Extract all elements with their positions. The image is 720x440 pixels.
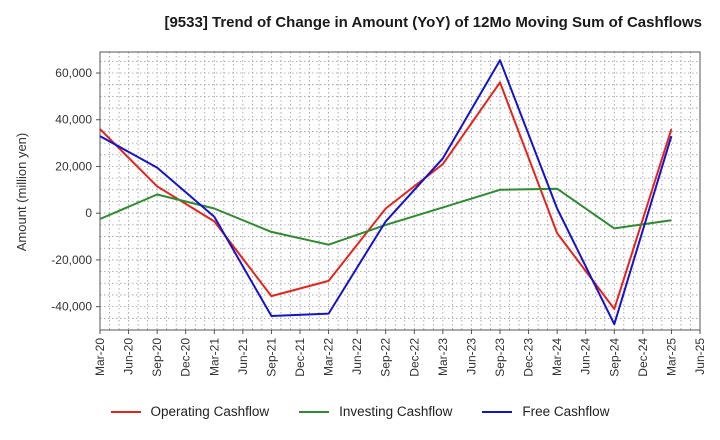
y-tick-label: -20,000 [51, 253, 92, 267]
x-tick-label: Jun-22 [350, 338, 364, 375]
x-tick-label: Sep-20 [150, 338, 164, 377]
x-tick-label: Dec-24 [636, 338, 650, 377]
x-tick-label: Mar-25 [664, 338, 678, 376]
series-line-operating-cashflow [99, 81, 673, 310]
legend: Operating Cashflow Investing Cashflow Fr… [0, 404, 720, 419]
plot-frame [99, 51, 701, 331]
x-tick-label: Jun-23 [464, 338, 478, 375]
x-tick-label: Mar-20 [93, 338, 107, 376]
x-tick-label: Mar-24 [550, 338, 564, 376]
legend-swatch-operating [110, 410, 141, 413]
x-tick-label: Jun-25 [693, 338, 707, 375]
legend-label-investing: Investing Cashflow [339, 404, 453, 419]
x-tick-label: Sep-22 [379, 338, 393, 377]
x-tick-label: Dec-22 [407, 338, 421, 377]
legend-swatch-free [482, 410, 513, 413]
plot-area [100, 52, 700, 330]
chart-title: [9533] Trend of Change in Amount (YoY) o… [164, 14, 702, 31]
x-tick-label: Mar-23 [436, 338, 450, 376]
legend-item-operating: Operating Cashflow [110, 404, 270, 419]
x-tick-label: Dec-20 [179, 338, 193, 377]
x-tick-label: Sep-21 [264, 338, 278, 377]
x-tick-label: Sep-23 [493, 338, 507, 377]
legend-item-investing: Investing Cashflow [299, 404, 452, 419]
legend-swatch-investing [299, 410, 330, 413]
y-tick-label: -40,000 [51, 300, 92, 314]
x-tick-label: Dec-21 [293, 338, 307, 377]
y-tick-label: 0 [85, 206, 92, 220]
y-tick-label: 60,000 [55, 66, 92, 80]
legend-item-free: Free Cashflow [482, 404, 609, 419]
x-tick-label: Mar-21 [207, 338, 221, 376]
series-line-investing-cashflow [99, 187, 672, 246]
legend-label-operating: Operating Cashflow [150, 404, 270, 419]
y-tick-label: 20,000 [55, 159, 92, 173]
x-tick-label: Sep-24 [607, 338, 621, 377]
x-tick-label: Dec-23 [522, 338, 536, 377]
x-tick-label: Jun-20 [122, 338, 136, 375]
x-tick-label: Jun-24 [579, 338, 593, 375]
series-line-free-cashflow [99, 59, 673, 326]
x-tick-label: Jun-21 [236, 338, 250, 375]
legend-label-free: Free Cashflow [522, 404, 610, 419]
x-tick-label: Mar-22 [322, 338, 336, 376]
y-tick-label: 40,000 [55, 113, 92, 127]
